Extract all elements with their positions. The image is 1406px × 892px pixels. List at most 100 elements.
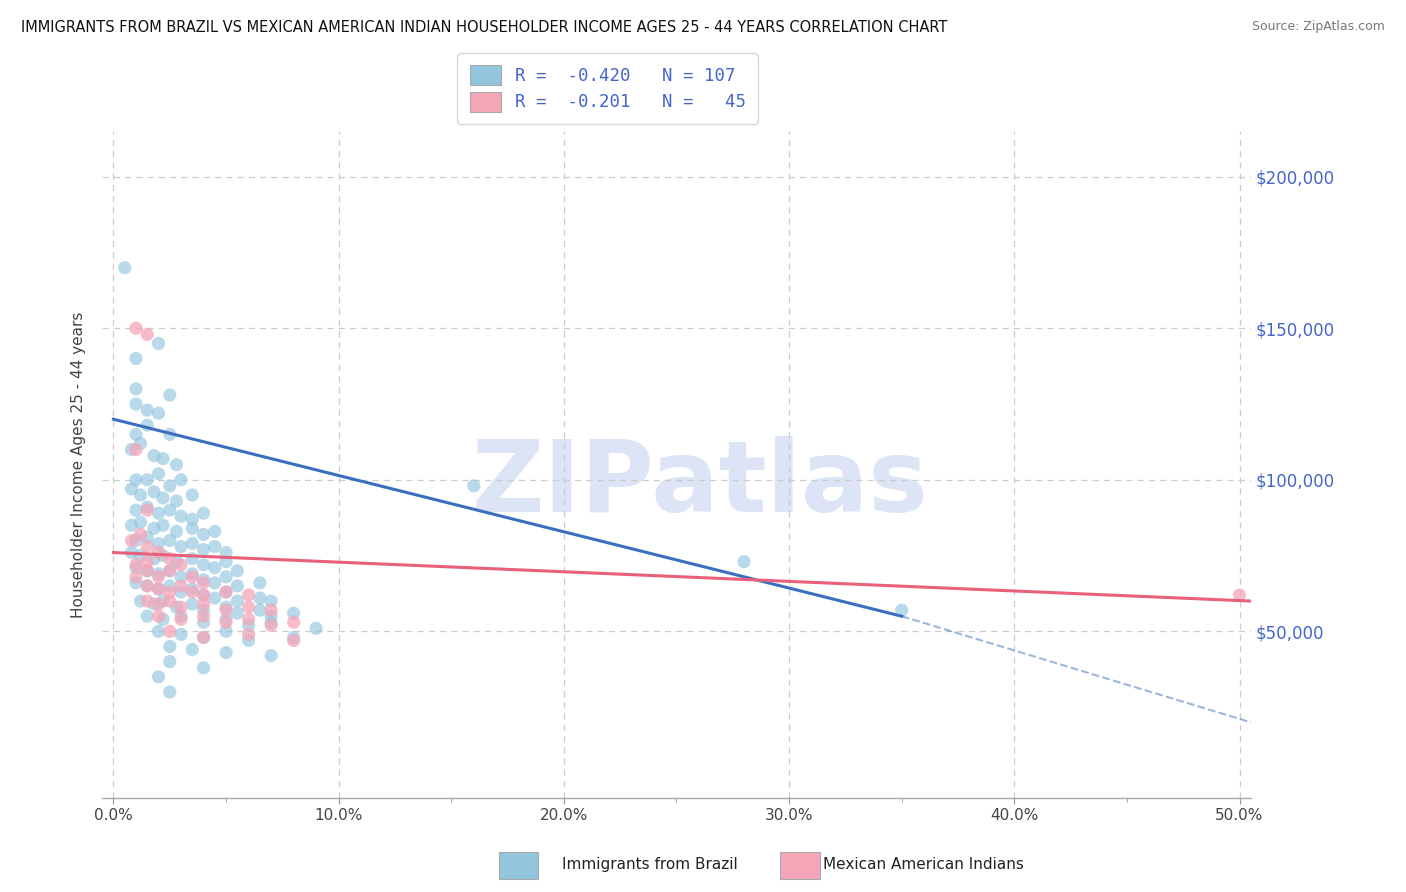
Point: [890, 603, 912, 617]
Point: [193, 603, 215, 617]
Point: [260, 615, 283, 630]
Point: [143, 597, 166, 611]
Point: [283, 631, 305, 645]
Point: [170, 612, 193, 626]
Point: [121, 482, 143, 496]
Point: [136, 530, 159, 544]
Point: [125, 533, 148, 548]
Point: [170, 473, 193, 487]
Point: [136, 579, 159, 593]
Point: [143, 551, 166, 566]
Point: [159, 564, 181, 578]
Point: [152, 491, 174, 505]
Point: [193, 661, 215, 675]
Text: ZIPatlas: ZIPatlas: [471, 436, 928, 533]
Point: [166, 458, 188, 472]
Point: [226, 594, 249, 608]
Point: [170, 570, 193, 584]
Point: [125, 427, 148, 442]
Point: [193, 615, 215, 630]
Point: [170, 600, 193, 615]
Point: [125, 351, 148, 366]
Point: [159, 585, 181, 599]
Point: [181, 585, 204, 599]
Point: [136, 503, 159, 517]
Point: [215, 585, 238, 599]
Point: [159, 624, 181, 639]
Point: [226, 606, 249, 620]
Point: [260, 603, 283, 617]
Point: [215, 600, 238, 615]
Text: IMMIGRANTS FROM BRAZIL VS MEXICAN AMERICAN INDIAN HOUSEHOLDER INCOME AGES 25 - 4: IMMIGRANTS FROM BRAZIL VS MEXICAN AMERIC…: [21, 20, 948, 35]
Point: [1229, 588, 1251, 602]
Point: [283, 633, 305, 648]
Point: [215, 570, 238, 584]
Point: [215, 555, 238, 569]
Point: [152, 518, 174, 533]
Point: [181, 582, 204, 596]
Point: [148, 624, 170, 639]
Point: [125, 397, 148, 411]
Point: [166, 494, 188, 508]
Point: [170, 540, 193, 554]
Point: [305, 621, 328, 635]
Text: Immigrants from Brazil: Immigrants from Brazil: [562, 857, 738, 872]
Point: [121, 533, 143, 548]
Point: [193, 631, 215, 645]
Point: [152, 549, 174, 563]
Point: [125, 503, 148, 517]
Legend: R =  -0.420   N = 107, R =  -0.201   N =   45: R = -0.420 N = 107, R = -0.201 N = 45: [457, 54, 758, 124]
Point: [170, 609, 193, 624]
Point: [148, 670, 170, 684]
Point: [136, 564, 159, 578]
Point: [125, 560, 148, 574]
Point: [136, 555, 159, 569]
Point: [215, 624, 238, 639]
Point: [125, 321, 148, 335]
Point: [193, 588, 215, 602]
Point: [193, 542, 215, 557]
Point: [136, 594, 159, 608]
Point: [170, 585, 193, 599]
Text: Mexican American Indians: Mexican American Indians: [823, 857, 1024, 872]
Point: [181, 597, 204, 611]
Point: [260, 609, 283, 624]
Point: [125, 442, 148, 457]
Point: [238, 612, 260, 626]
Point: [215, 646, 238, 660]
Point: [129, 527, 152, 541]
Point: [152, 612, 174, 626]
Point: [143, 485, 166, 500]
Point: [148, 582, 170, 596]
Point: [193, 506, 215, 520]
Text: Source: ZipAtlas.com: Source: ZipAtlas.com: [1251, 20, 1385, 33]
Point: [148, 506, 170, 520]
Point: [283, 615, 305, 630]
Point: [159, 594, 181, 608]
Point: [204, 560, 226, 574]
Point: [260, 618, 283, 632]
Point: [193, 609, 215, 624]
Point: [136, 500, 159, 515]
Point: [204, 591, 226, 605]
Point: [181, 536, 204, 550]
Point: [136, 327, 159, 342]
Point: [170, 509, 193, 524]
Point: [148, 582, 170, 596]
Point: [249, 603, 271, 617]
Point: [170, 558, 193, 572]
Point: [193, 575, 215, 590]
Point: [121, 442, 143, 457]
Point: [159, 533, 181, 548]
Point: [159, 564, 181, 578]
Point: [159, 640, 181, 654]
Point: [125, 382, 148, 396]
Point: [148, 566, 170, 581]
Point: [114, 260, 136, 275]
Point: [238, 627, 260, 641]
Point: [166, 600, 188, 615]
Point: [125, 570, 148, 584]
Point: [136, 418, 159, 433]
Point: [166, 524, 188, 539]
Point: [193, 527, 215, 541]
